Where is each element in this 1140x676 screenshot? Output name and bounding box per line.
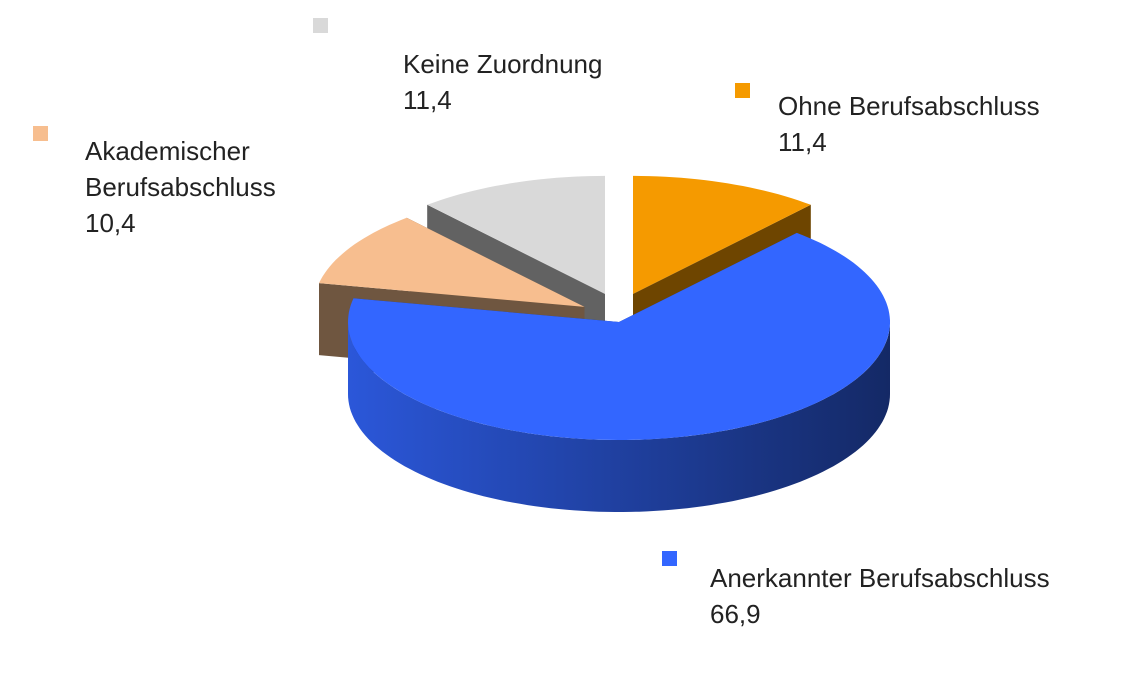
- slice-outer-wall: [348, 322, 890, 512]
- label-value: 11,4: [403, 85, 452, 115]
- data-label: Anerkannter Berufsabschluss 66,9: [710, 560, 1130, 632]
- label-name: Anerkannter Berufsabschluss: [710, 563, 1050, 593]
- slice: [348, 232, 890, 512]
- label-name: Keine Zuordnung: [403, 49, 603, 79]
- legend-swatch: [313, 18, 328, 33]
- legend-swatch: [33, 126, 48, 141]
- slice-top: [348, 232, 890, 440]
- slice-top: [427, 175, 605, 294]
- slice-top: [633, 175, 811, 294]
- data-label: Ohne Berufsabschluss 11,4: [778, 88, 1138, 160]
- legend-swatch: [662, 551, 677, 566]
- label-name: Ohne Berufsabschluss: [778, 91, 1040, 121]
- slice-top: [319, 217, 585, 307]
- label-value: 10,4: [85, 208, 136, 238]
- data-label: Akademischer Berufsabschluss 10,4: [85, 133, 325, 241]
- label-value: 66,9: [710, 599, 761, 629]
- legend-swatch: [735, 83, 750, 98]
- label-name: Akademischer Berufsabschluss: [85, 136, 276, 202]
- data-label: Keine Zuordnung 11,4: [403, 46, 703, 118]
- label-value: 11,4: [778, 127, 827, 157]
